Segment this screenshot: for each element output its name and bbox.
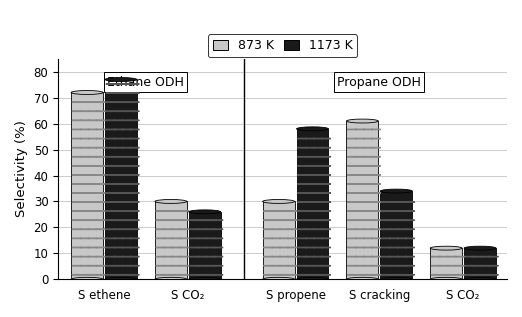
- Bar: [155, 201, 187, 279]
- Legend: 873 K, 1173 K: 873 K, 1173 K: [208, 34, 358, 57]
- Ellipse shape: [155, 277, 187, 281]
- Ellipse shape: [430, 277, 462, 281]
- Text: Propane ODH: Propane ODH: [337, 76, 421, 89]
- Bar: [263, 201, 294, 279]
- Ellipse shape: [71, 91, 103, 94]
- Ellipse shape: [105, 78, 137, 81]
- Bar: [71, 93, 103, 279]
- Ellipse shape: [347, 277, 378, 281]
- Ellipse shape: [464, 277, 496, 281]
- Ellipse shape: [296, 277, 328, 281]
- Ellipse shape: [189, 210, 221, 214]
- Bar: [430, 248, 462, 279]
- Text: Ethane ODH: Ethane ODH: [108, 76, 184, 89]
- Ellipse shape: [155, 199, 187, 204]
- Bar: [347, 121, 378, 279]
- Bar: [296, 129, 328, 279]
- Bar: [105, 80, 137, 279]
- Y-axis label: Selectivity (%): Selectivity (%): [15, 120, 28, 217]
- Ellipse shape: [347, 119, 378, 123]
- Bar: [189, 212, 221, 279]
- Ellipse shape: [71, 277, 103, 281]
- Ellipse shape: [430, 246, 462, 250]
- Bar: [464, 248, 496, 279]
- Ellipse shape: [381, 277, 412, 281]
- Ellipse shape: [296, 127, 328, 131]
- Ellipse shape: [263, 277, 294, 281]
- Ellipse shape: [381, 189, 412, 193]
- Ellipse shape: [105, 277, 137, 281]
- Ellipse shape: [464, 246, 496, 250]
- Ellipse shape: [189, 277, 221, 281]
- Ellipse shape: [263, 199, 294, 204]
- Bar: [381, 191, 412, 279]
